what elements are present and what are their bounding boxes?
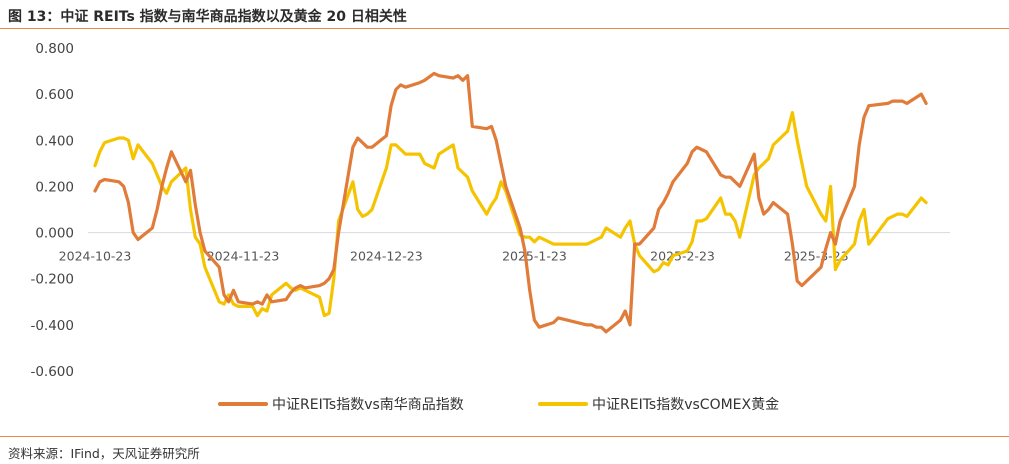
x-tick-label: 2025-1-23 [502,249,567,264]
y-tick-label: 0.000 [35,226,74,242]
x-tick-label: 2024-12-23 [350,249,423,264]
series-line-comex-gold [93,110,928,318]
bottom-rule [0,436,1009,437]
figure-title: 图 13：中证 REITs 指数与南华商品指数以及黄金 20 日相关性 [8,9,407,25]
legend-label: 中证REITs指数vs南华商品指数 [272,397,464,413]
x-tick-label: 2024-11-23 [207,249,280,264]
x-tick-label: 2025-2-23 [650,249,715,264]
legend-label: 中证REITs指数vsCOMEX黄金 [592,396,779,413]
y-tick-label: 0.600 [35,87,74,103]
x-tick-label: 2025-3-23 [784,249,849,264]
y-axis-ticks: 0.800 0.600 0.400 0.200 0.000 -0.200 -0.400 -0.… [30,41,74,380]
y-tick-label: -0.400 [30,318,74,334]
legend: 中证REITs指数vs南华商品指数 中证REITs指数vsCOMEX黄金 [218,396,779,413]
series-lines [93,71,928,334]
y-tick-label: 0.200 [35,179,74,195]
series-line-nanhua [93,71,928,334]
top-rule [0,28,1009,29]
y-tick-label: -0.600 [30,364,74,380]
y-tick-label: 0.800 [35,41,74,57]
x-tick-label: 2024-10-23 [59,249,132,264]
y-tick-label: -0.200 [30,272,74,288]
source-note: 资料来源：IFind，天风证券研究所 [8,446,200,461]
y-tick-label: 0.400 [35,133,74,149]
x-axis-ticks: 2024-10-23 2024-11-23 2024-12-23 2025-1-23 2… [59,249,849,264]
